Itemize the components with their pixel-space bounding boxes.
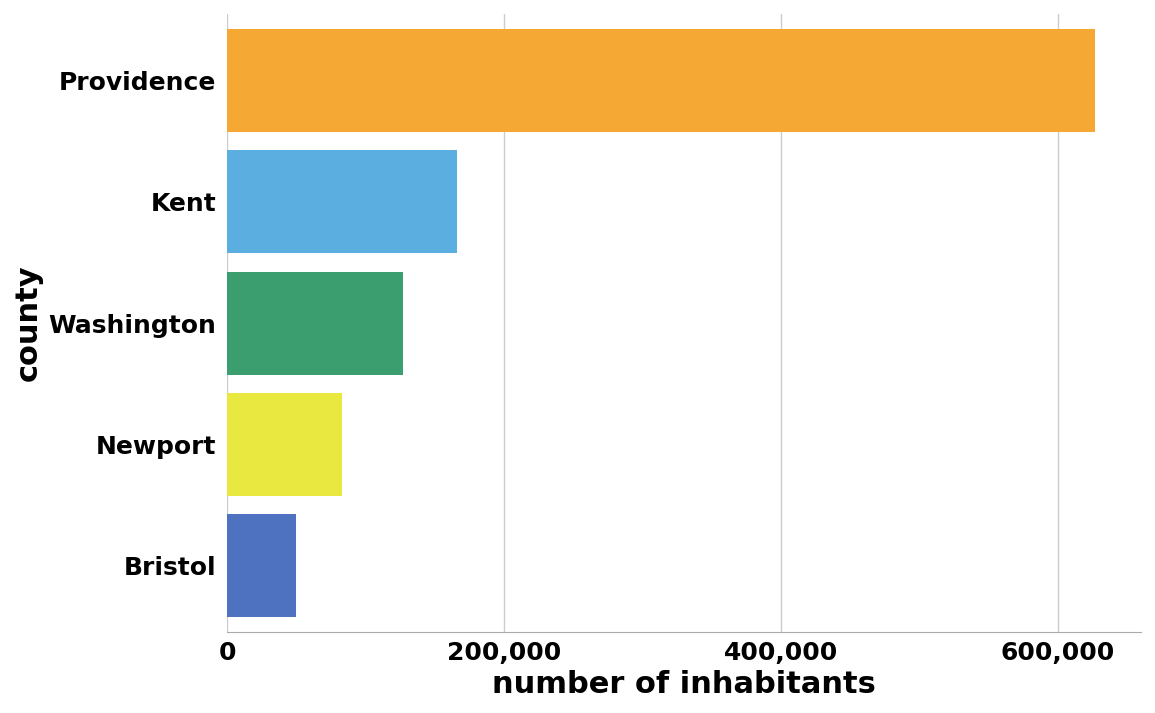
Bar [228,29,1095,132]
Bar [228,272,403,374]
X-axis label: number of inhabitants: number of inhabitants [492,670,877,699]
Bar [228,514,297,617]
Bar [228,393,342,496]
Bar [228,150,457,253]
Y-axis label: county: county [14,265,43,381]
